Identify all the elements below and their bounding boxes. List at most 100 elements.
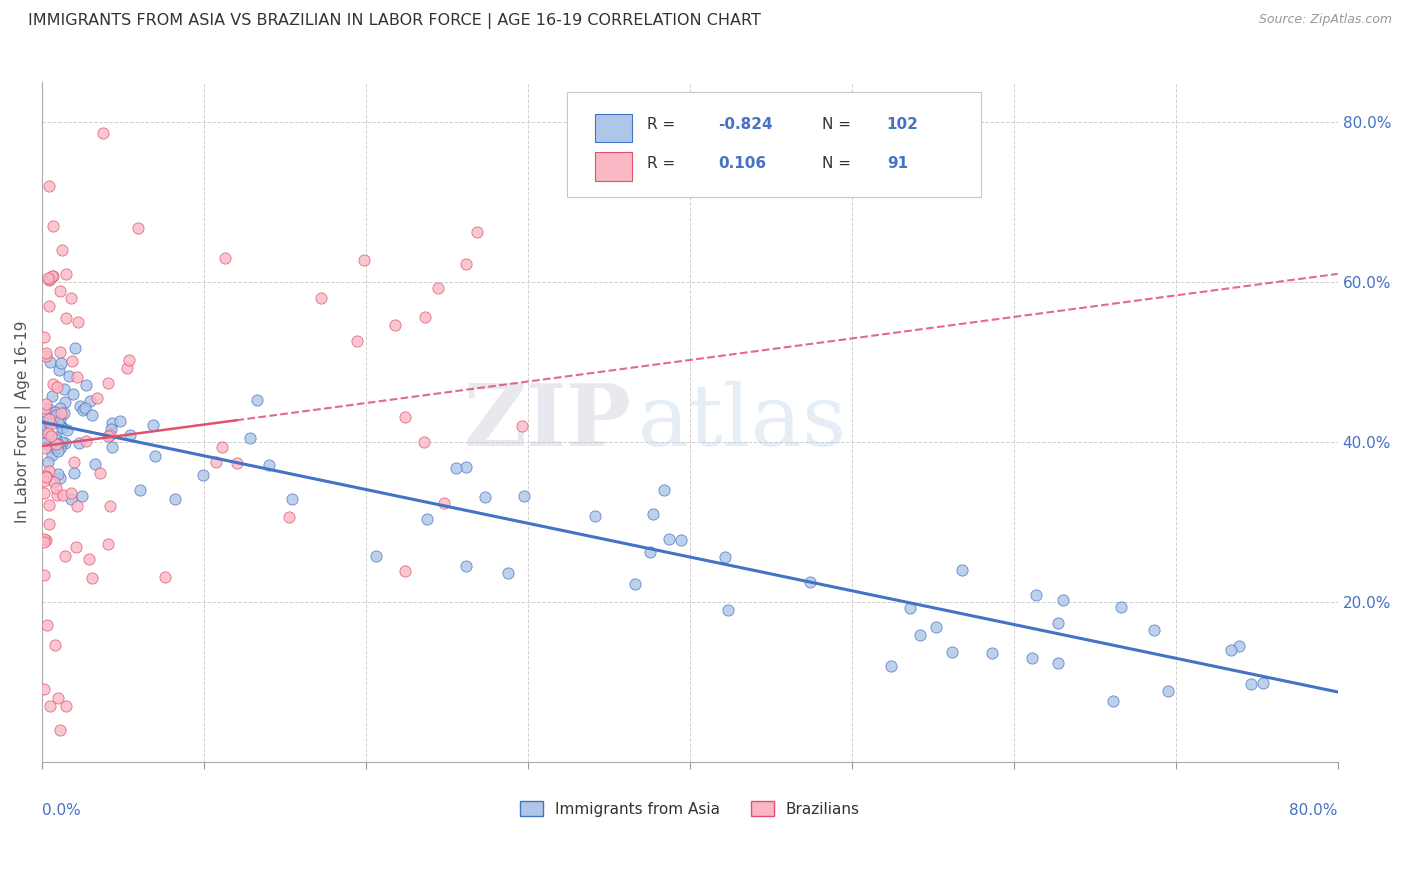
Text: 0.0%: 0.0% [42, 804, 82, 818]
Point [280, 492, 302, 507]
Point [55, 267, 77, 281]
Point [191, 467, 214, 482]
Point [53, 549, 76, 564]
Point [45, 442, 67, 456]
Point [80, 571, 103, 585]
Point [89, 466, 111, 480]
Point [41, 389, 63, 403]
Point [1047, 615, 1070, 630]
Point [39, 442, 62, 456]
Point [1227, 639, 1250, 653]
Point [38, 273, 60, 287]
Point [142, 418, 165, 433]
Point [45, 436, 67, 450]
FancyBboxPatch shape [595, 113, 631, 142]
Point [908, 627, 931, 641]
Point [32, 567, 55, 582]
Point [129, 483, 152, 498]
Point [669, 533, 692, 548]
Point [32, 486, 55, 500]
Text: Source: ZipAtlas.com: Source: ZipAtlas.com [1258, 13, 1392, 27]
Point [32, 532, 55, 546]
FancyBboxPatch shape [595, 153, 631, 181]
Point [52, 406, 75, 420]
Point [100, 422, 122, 436]
Point [38, 272, 60, 286]
Point [60, 491, 83, 506]
Point [51, 434, 73, 449]
Point [465, 225, 488, 239]
Point [211, 440, 233, 454]
Point [153, 570, 176, 584]
Point [32, 433, 55, 447]
Point [39, 428, 62, 442]
Point [72, 403, 94, 417]
Point [46, 437, 69, 451]
Point [75, 434, 97, 449]
Point [38, 416, 60, 430]
Point [1101, 694, 1123, 708]
Point [259, 458, 281, 473]
Point [70, 489, 93, 503]
Point [118, 427, 141, 442]
Point [45, 430, 67, 444]
Point [444, 461, 467, 475]
Point [53, 395, 76, 409]
Point [38, 355, 60, 369]
Y-axis label: In Labor Force | Age 16-19: In Labor Force | Age 16-19 [15, 321, 31, 524]
Point [34, 426, 56, 441]
Point [214, 251, 236, 265]
Point [35, 618, 58, 632]
Point [41, 448, 63, 462]
Point [44, 432, 66, 446]
Point [101, 416, 124, 430]
Text: IMMIGRANTS FROM ASIA VS BRAZILIAN IN LABOR FORCE | AGE 16-19 CORRELATION CHART: IMMIGRANTS FROM ASIA VS BRAZILIAN IN LAB… [28, 13, 761, 29]
Point [35, 345, 58, 359]
Point [91, 126, 114, 140]
Point [427, 281, 450, 295]
Point [32, 474, 55, 488]
Point [44, 404, 66, 418]
Point [67, 435, 90, 450]
Point [1021, 650, 1043, 665]
Point [39, 417, 62, 431]
Point [496, 566, 519, 580]
Point [51, 243, 73, 257]
Point [49, 441, 72, 455]
Point [880, 658, 903, 673]
Point [49, 406, 72, 420]
Point [37, 425, 59, 440]
Point [277, 510, 299, 524]
Text: N =: N = [823, 156, 851, 171]
Point [980, 646, 1002, 660]
Point [63, 455, 86, 469]
Point [55, 699, 77, 714]
Point [51, 421, 73, 435]
Point [48, 284, 70, 298]
Point [46, 467, 69, 481]
Point [46, 415, 69, 429]
Point [118, 353, 141, 368]
Text: -0.824: -0.824 [718, 117, 773, 132]
Point [37, 271, 59, 285]
Point [1046, 656, 1069, 670]
Point [66, 370, 89, 384]
Point [433, 495, 456, 509]
Point [35, 397, 58, 411]
Point [53, 436, 76, 450]
Text: R =: R = [647, 117, 675, 132]
Point [394, 564, 416, 578]
Point [35, 349, 58, 363]
Point [716, 602, 738, 616]
Point [366, 549, 388, 564]
Point [454, 459, 477, 474]
Point [97, 376, 120, 390]
Point [353, 253, 375, 268]
Point [1025, 588, 1047, 602]
Point [45, 482, 67, 496]
FancyBboxPatch shape [567, 92, 981, 197]
Point [34, 441, 56, 455]
Point [309, 291, 332, 305]
Point [69, 399, 91, 413]
Point [48, 471, 70, 485]
